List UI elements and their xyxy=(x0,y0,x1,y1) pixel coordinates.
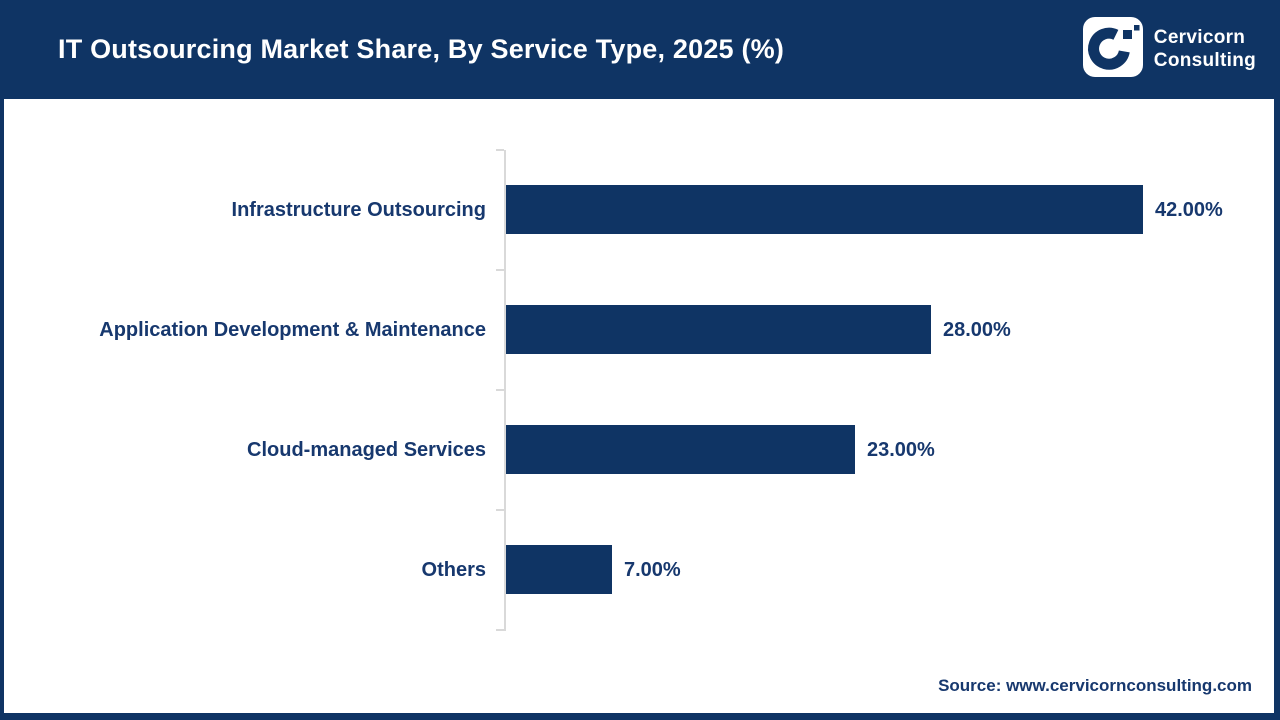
cervicorn-logo-icon xyxy=(1082,16,1143,82)
source-note: Source: www.cervicornconsulting.com xyxy=(938,676,1252,695)
chart-panel xyxy=(0,99,1280,720)
brand-name-line1: Cervicorn xyxy=(1153,27,1246,48)
brand-name-line2: Consulting xyxy=(1153,50,1256,71)
brand-name: Cervicorn Consulting xyxy=(1154,26,1256,72)
header: IT Outsourcing Market Share, By Service … xyxy=(0,0,1280,99)
page-title: IT Outsourcing Market Share, By Service … xyxy=(58,34,785,64)
brand: Cervicorn Consulting xyxy=(1082,16,1256,82)
